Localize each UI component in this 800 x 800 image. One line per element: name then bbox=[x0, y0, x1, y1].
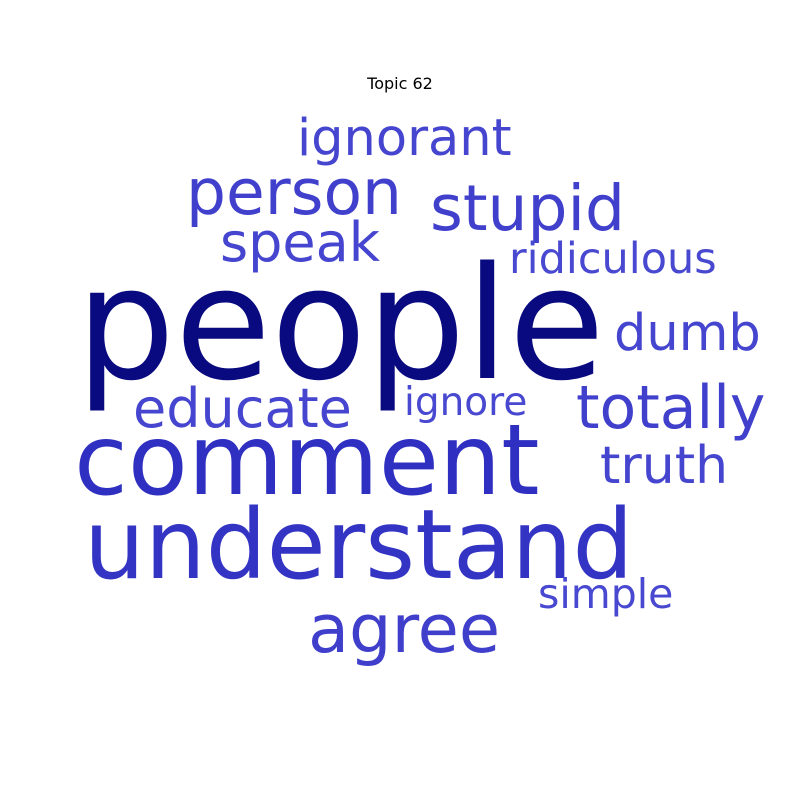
chart-title: Topic 62 bbox=[367, 74, 433, 93]
word-stupid: stupid bbox=[430, 172, 625, 245]
word-educate: educate bbox=[133, 377, 352, 440]
word-person: person bbox=[186, 156, 402, 229]
word-dumb: dumb bbox=[614, 304, 761, 363]
word-people: people bbox=[76, 233, 605, 415]
word-ridiculous: ridiculous bbox=[509, 234, 717, 284]
word-truth: truth bbox=[600, 436, 729, 496]
word-agree: agree bbox=[308, 590, 501, 668]
word-ignore: ignore bbox=[404, 380, 528, 425]
word-understand: understand bbox=[84, 489, 634, 601]
word-ignorant: ignorant bbox=[297, 109, 512, 168]
word-totally: totally bbox=[576, 373, 766, 443]
word-comment: comment bbox=[74, 404, 540, 518]
word-speak: speak bbox=[220, 211, 380, 274]
word-simple: simple bbox=[538, 570, 674, 618]
